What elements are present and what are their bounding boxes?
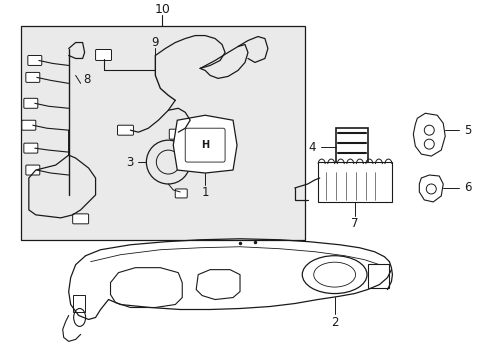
FancyBboxPatch shape — [169, 129, 185, 139]
FancyBboxPatch shape — [24, 98, 38, 108]
Text: 6: 6 — [463, 181, 471, 194]
Text: 2: 2 — [330, 316, 338, 329]
Text: 8: 8 — [83, 73, 91, 86]
FancyBboxPatch shape — [73, 214, 88, 224]
FancyBboxPatch shape — [24, 143, 38, 153]
Text: H: H — [201, 140, 209, 150]
FancyBboxPatch shape — [175, 189, 187, 198]
Text: 10: 10 — [154, 3, 170, 16]
FancyBboxPatch shape — [26, 165, 40, 175]
Text: 3: 3 — [126, 156, 133, 168]
Bar — [367, 264, 388, 288]
FancyBboxPatch shape — [28, 55, 41, 66]
Bar — [73, 294, 84, 312]
Text: 5: 5 — [463, 124, 470, 137]
Bar — [21, 26, 304, 240]
FancyBboxPatch shape — [26, 72, 40, 82]
Bar — [317, 162, 392, 202]
FancyBboxPatch shape — [22, 120, 36, 130]
FancyBboxPatch shape — [117, 125, 133, 135]
Bar — [335, 128, 367, 166]
Text: 4: 4 — [307, 141, 315, 154]
Text: 1: 1 — [201, 186, 208, 199]
FancyBboxPatch shape — [95, 50, 111, 60]
Polygon shape — [173, 115, 237, 173]
Text: 9: 9 — [151, 36, 159, 49]
Text: 7: 7 — [350, 217, 358, 230]
